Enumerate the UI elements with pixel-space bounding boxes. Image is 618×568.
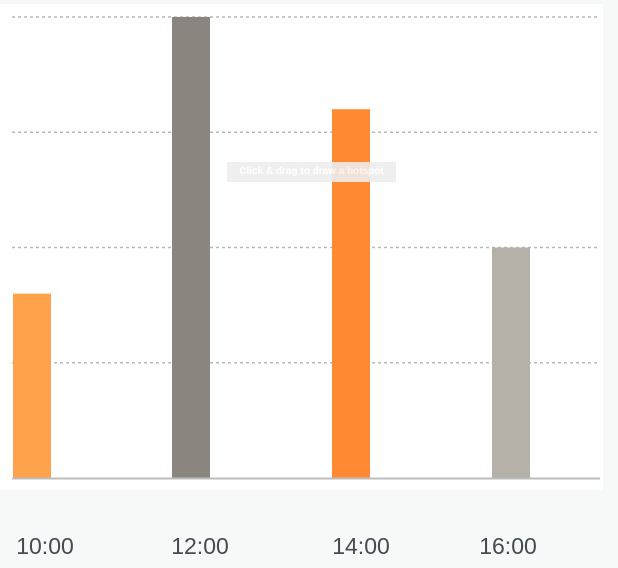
x-tick-label: 16:00 — [479, 533, 537, 559]
bar-1200[interactable] — [172, 17, 210, 478]
x-tick-label: 10:00 — [16, 533, 74, 559]
bar-1600[interactable] — [492, 247, 530, 479]
hotspot-tooltip: Click & drag to draw a hotspot — [227, 162, 396, 182]
x-tick-label: 12:00 — [171, 533, 229, 559]
bar-1000[interactable] — [13, 293, 51, 478]
x-tick-label: 14:00 — [332, 533, 390, 559]
